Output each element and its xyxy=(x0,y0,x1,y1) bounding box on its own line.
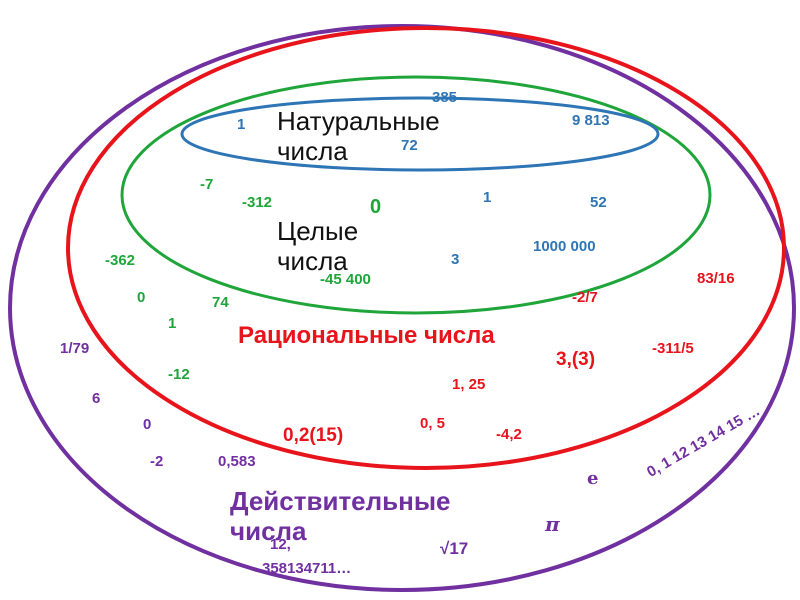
natural-numbers-ellipse xyxy=(180,96,660,172)
rational-number: 83/16 xyxy=(697,270,735,287)
integer-number: -312 xyxy=(242,194,273,211)
natural-number: 385 xyxy=(432,89,458,106)
rational-number: 3,(3) xyxy=(556,349,596,370)
real-number: 0 xyxy=(143,416,152,433)
real-number: 1/79 xyxy=(60,340,90,357)
integer-number: 0 xyxy=(137,289,146,306)
natural-number: 3 xyxy=(451,251,460,268)
real-numbers-ellipse xyxy=(8,24,796,592)
rational-numbers-label: Рациональные числа xyxy=(238,322,495,349)
real-number: e xyxy=(587,468,599,489)
natural-number: 72 xyxy=(401,137,418,154)
natural-number: 9 813 xyxy=(572,112,610,129)
integer-numbers-ellipse xyxy=(120,75,712,315)
rational-number: -2/7 xyxy=(572,289,598,306)
integer-number: -45 400 xyxy=(320,271,371,288)
natural-number: 1 xyxy=(237,116,246,133)
real-numbers-label: Действительные числа xyxy=(230,486,451,547)
real-number: -2 xyxy=(150,453,164,470)
integer-number: 0 xyxy=(370,196,382,218)
integer-number: 1 xyxy=(168,315,177,332)
rational-number: 0,2(15) xyxy=(283,425,344,446)
real-number: π xyxy=(545,512,560,536)
real-number: 0,583 xyxy=(218,453,256,470)
real-number: 12, xyxy=(270,536,291,553)
rational-number: -4,2 xyxy=(496,426,522,443)
integer-number: -7 xyxy=(200,176,214,193)
natural-label-line1: Натуральные xyxy=(277,106,440,136)
integer-label-line1: Целые xyxy=(277,216,359,246)
rational-number: 1, 25 xyxy=(452,376,486,393)
real-label-line2: числа xyxy=(230,515,307,546)
natural-number: 52 xyxy=(590,194,607,211)
rational-numbers-ellipse xyxy=(66,26,786,470)
rational-number: 0, 5 xyxy=(420,415,446,432)
natural-number: 1 xyxy=(483,189,492,206)
real-number: 358134711… xyxy=(262,560,352,577)
natural-numbers-label: Натуральные числа xyxy=(277,106,440,167)
real-number: 6 xyxy=(92,390,101,407)
natural-label-line2: числа xyxy=(277,135,348,166)
real-label-line1: Действительные xyxy=(230,486,451,516)
integer-number: -362 xyxy=(105,252,136,269)
integer-number: -12 xyxy=(168,366,190,383)
integer-label-line2: числа xyxy=(277,245,348,276)
integer-numbers-label: Целые числа xyxy=(277,216,359,277)
real-number: √17 xyxy=(440,539,469,558)
rational-number: -311/5 xyxy=(652,340,694,357)
natural-number: 1000 000 xyxy=(533,238,596,255)
integer-number: 74 xyxy=(212,294,229,311)
